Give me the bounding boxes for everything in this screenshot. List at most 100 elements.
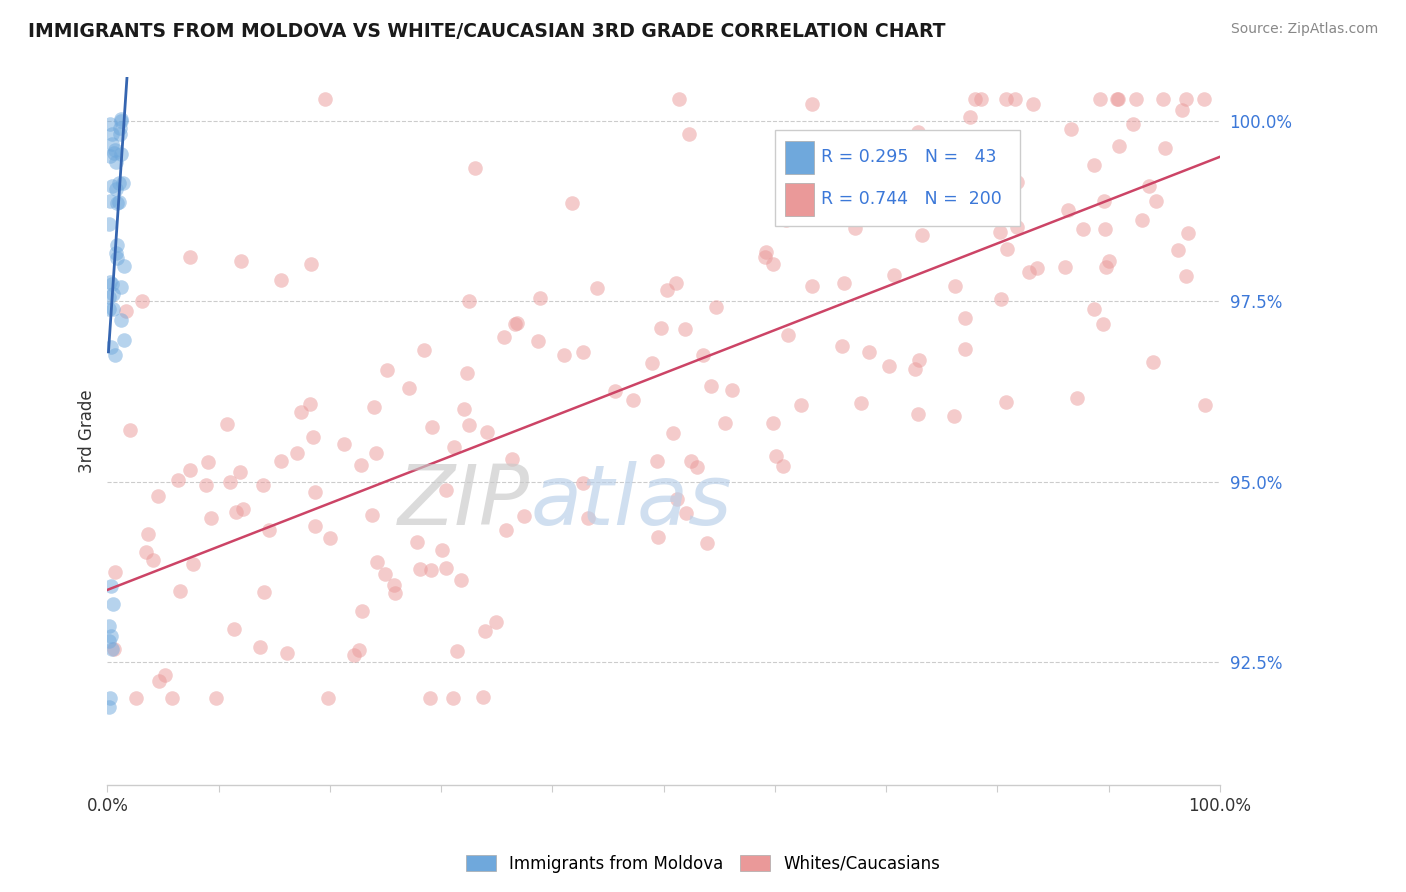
Point	[197, 455, 219, 469]
Point	[318, 691, 340, 706]
Point	[101, 277, 124, 292]
Point	[200, 510, 222, 524]
Text: R = 0.744   N =  200: R = 0.744 N = 200	[821, 190, 1002, 208]
Point	[120, 424, 142, 438]
Point	[494, 330, 516, 344]
Point	[101, 642, 124, 657]
Point	[181, 558, 204, 572]
Point	[1139, 178, 1161, 193]
Point	[110, 114, 132, 128]
Point	[1105, 92, 1128, 106]
Point	[146, 489, 169, 503]
Point	[495, 523, 517, 537]
Point	[1107, 93, 1129, 107]
Point	[406, 535, 429, 549]
Point	[801, 96, 824, 111]
Point	[904, 362, 927, 376]
Point	[664, 276, 686, 290]
Point	[148, 674, 170, 689]
Point	[232, 502, 254, 516]
Point	[1073, 222, 1095, 236]
Point	[765, 449, 787, 463]
Point	[761, 257, 783, 271]
Point	[1108, 139, 1130, 153]
Point	[434, 483, 457, 497]
Point	[110, 128, 132, 142]
Point	[167, 473, 190, 487]
Point	[302, 430, 325, 444]
Point	[205, 691, 228, 706]
Point	[107, 176, 129, 190]
Point	[108, 194, 131, 209]
Point	[98, 691, 121, 706]
Point	[844, 220, 866, 235]
Point	[696, 536, 718, 550]
Point	[194, 477, 217, 491]
Point	[103, 641, 125, 656]
Point	[100, 340, 122, 354]
Point	[1091, 317, 1114, 331]
Point	[561, 196, 583, 211]
Point	[101, 301, 124, 316]
Point	[270, 454, 292, 468]
Point	[98, 117, 121, 131]
Point	[1005, 175, 1028, 189]
Point	[879, 359, 901, 374]
Point	[485, 615, 508, 629]
Point	[374, 566, 396, 581]
Point	[179, 250, 201, 264]
Point	[988, 225, 1011, 239]
Point	[655, 284, 678, 298]
Point	[98, 275, 121, 289]
Point	[105, 195, 128, 210]
Point	[884, 174, 907, 188]
Point	[1083, 301, 1105, 316]
Point	[332, 437, 354, 451]
Point	[1194, 398, 1216, 412]
Point	[112, 260, 135, 274]
Point	[942, 409, 965, 424]
Point	[571, 475, 593, 490]
Point	[1018, 265, 1040, 279]
Point	[360, 508, 382, 523]
Point	[105, 252, 128, 266]
Point	[179, 462, 201, 476]
Point	[285, 446, 308, 460]
Point	[104, 565, 127, 579]
Point	[101, 287, 124, 301]
Point	[98, 149, 121, 163]
Point	[678, 127, 700, 141]
Point	[377, 363, 399, 377]
Point	[865, 202, 887, 217]
Point	[456, 367, 478, 381]
Point	[576, 511, 599, 525]
Point	[443, 440, 465, 454]
Point	[762, 417, 785, 431]
Point	[1122, 117, 1144, 131]
Point	[472, 690, 495, 705]
Y-axis label: 3rd Grade: 3rd Grade	[79, 389, 96, 473]
Point	[959, 111, 981, 125]
Point	[1007, 219, 1029, 234]
Point	[1092, 194, 1115, 208]
Text: R = 0.295   N =   43: R = 0.295 N = 43	[821, 148, 997, 166]
Point	[647, 530, 669, 544]
Point	[131, 293, 153, 308]
Point	[363, 400, 385, 414]
Point	[105, 155, 128, 169]
Point	[776, 327, 799, 342]
Point	[458, 417, 481, 432]
Point	[97, 699, 120, 714]
Point	[662, 425, 685, 440]
Point	[229, 466, 252, 480]
Point	[222, 622, 245, 636]
Point	[290, 404, 312, 418]
Point	[990, 292, 1012, 306]
Point	[314, 92, 336, 106]
Point	[276, 646, 298, 660]
Point	[963, 92, 986, 106]
Point	[673, 322, 696, 336]
Point	[1098, 254, 1121, 268]
Point	[110, 312, 132, 326]
Point	[526, 334, 548, 348]
